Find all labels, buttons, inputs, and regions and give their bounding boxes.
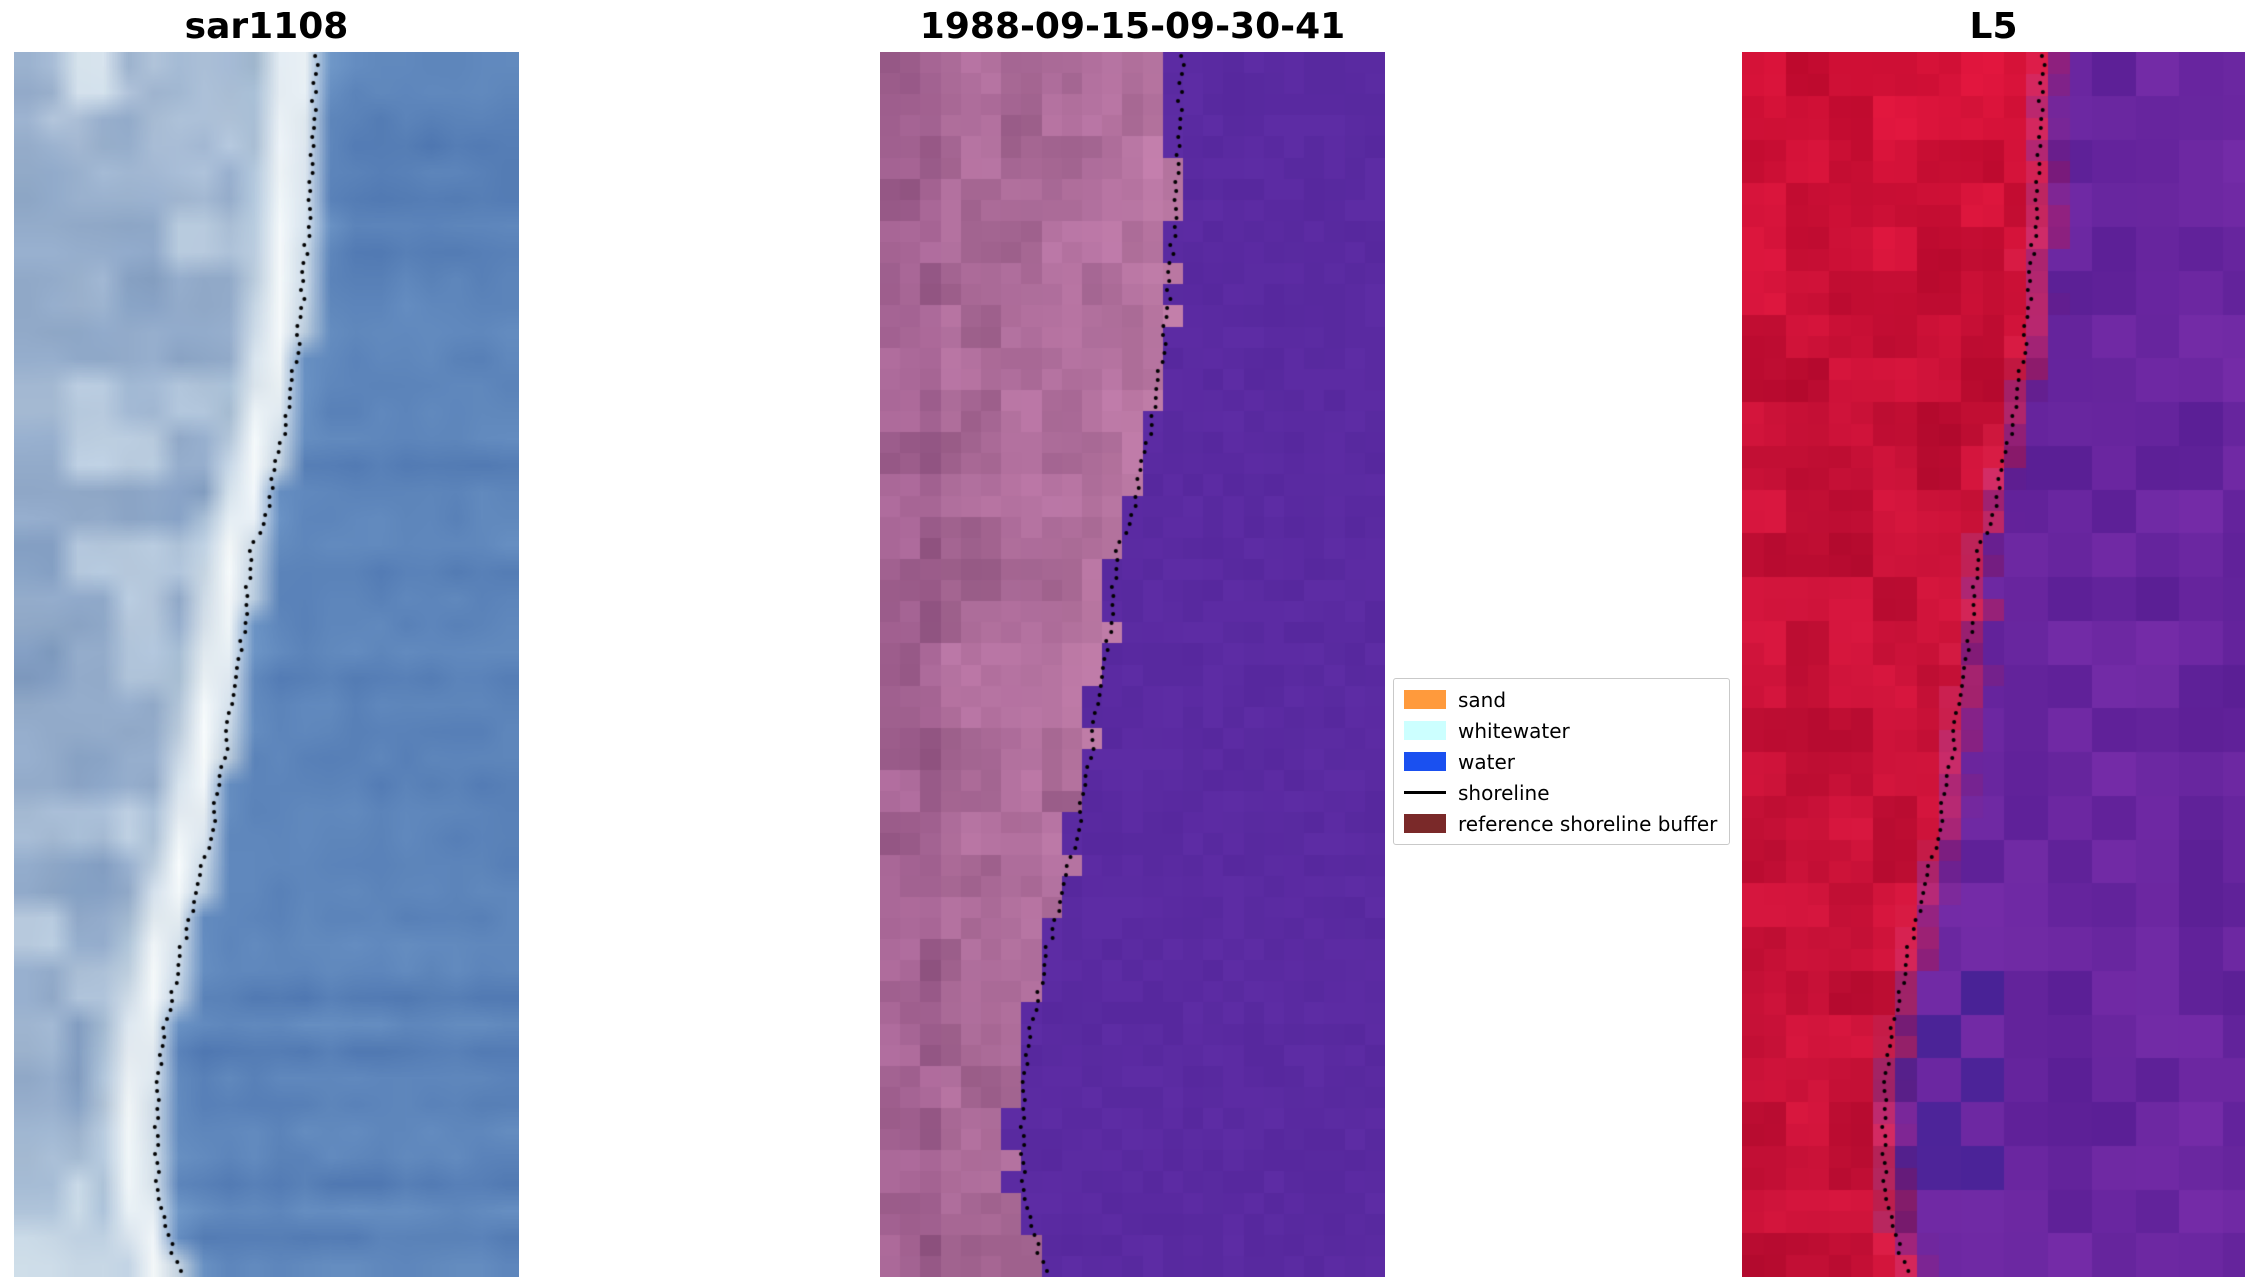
legend-label-reference-shoreline-buffer: reference shoreline buffer [1458,811,1718,836]
panel-sar1108: sar1108 [14,6,519,1277]
legend-label-whitewater: whitewater [1458,718,1570,743]
sand-swatch [1404,690,1446,709]
shoreline-line-key [1404,791,1446,794]
legend-label-water: water [1458,749,1515,774]
reference-shoreline-buffer-swatch [1404,814,1446,833]
legend: sand whitewater water shoreline reference sh… [1393,678,1731,845]
sar1108-image [14,52,519,1277]
legend-item-reference-shoreline-buffer: reference shoreline buffer [1404,811,1717,836]
water-swatch [1404,752,1446,771]
legend-item-water: water [1404,749,1717,774]
panel-classification: 1988-09-15-09-30-41 [880,6,1385,1277]
panel-title-l5: L5 [1969,6,2018,47]
legend-item-sand: sand [1404,687,1717,712]
panel-title-sar1108: sar1108 [184,6,349,47]
panel-l5: L5 [1742,6,2245,1277]
legend-label-sand: sand [1458,687,1507,712]
legend-label-shoreline: shoreline [1458,780,1550,805]
panel-title-classification: 1988-09-15-09-30-41 [919,6,1346,47]
whitewater-swatch [1404,721,1446,740]
l5-image [1742,52,2245,1277]
legend-item-whitewater: whitewater [1404,718,1717,743]
classification-image [880,52,1385,1277]
legend-item-shoreline: shoreline [1404,780,1717,805]
